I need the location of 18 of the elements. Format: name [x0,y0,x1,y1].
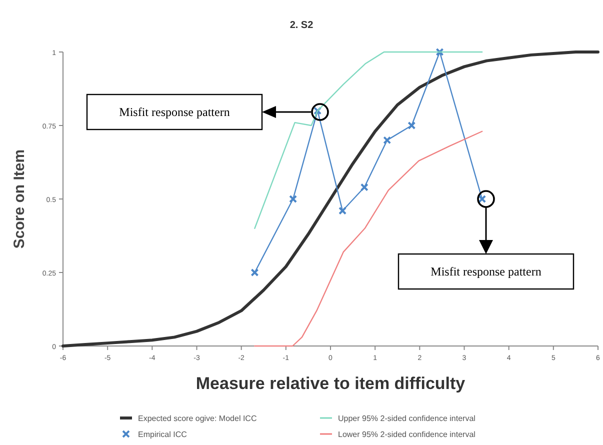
legend-label: Empirical ICC [138,430,188,439]
legend-label: Upper 95% 2-sided confidence interval [338,414,476,423]
line-series [62,50,600,348]
point [250,268,259,276]
point [408,122,416,130]
point [360,183,368,192]
annotation: Misfit response pattern [119,105,230,119]
point [289,195,298,203]
line-series [254,51,483,229]
point [383,136,392,144]
x-axis-title: Measure relative to item difficulty [196,374,466,393]
legend-label: Lower 95% 2-sided confidence interval [338,430,476,439]
legend-label: Expected score ogive: Model ICC [138,414,257,423]
point [436,48,444,56]
y-axis-title: Score on Item [11,149,28,249]
chart-title: 2. S2 [290,20,314,31]
point [338,206,347,215]
annotation: Misfit response pattern [430,264,542,278]
